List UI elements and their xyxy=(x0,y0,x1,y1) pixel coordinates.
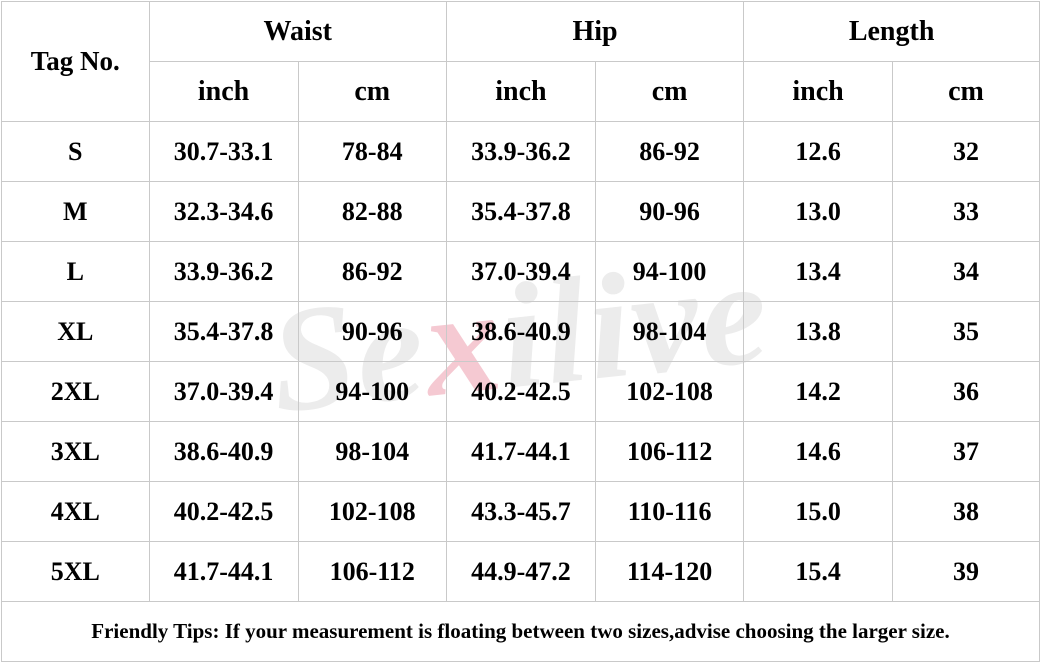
header-unit-row: inch cm inch cm inch cm xyxy=(2,61,1040,122)
length-header: Length xyxy=(743,1,1040,62)
table-row: M 32.3-34.6 82-88 35.4-37.8 90-96 13.0 3… xyxy=(1,181,1040,242)
hip-cm-value: 106-112 xyxy=(594,421,745,482)
waist-inch-value: 38.6-40.9 xyxy=(148,421,299,482)
header-group-row: Tag No. Waist Hip Length xyxy=(1,1,1040,122)
length-inch-header: inch xyxy=(743,61,893,122)
waist-header: Waist xyxy=(148,1,447,62)
waist-cm-value: 90-96 xyxy=(297,301,447,362)
waist-cm-value: 82-88 xyxy=(297,181,447,242)
table-row: S 30.7-33.1 78-84 33.9-36.2 86-92 12.6 3… xyxy=(1,121,1040,182)
length-inch-value: 15.4 xyxy=(743,541,893,602)
waist-inch-value: 30.7-33.1 xyxy=(148,121,299,182)
waist-inch-value: 41.7-44.1 xyxy=(148,541,299,602)
hip-inch-value: 37.0-39.4 xyxy=(445,241,596,302)
length-inch-value: 12.6 xyxy=(743,121,893,182)
table-row: 4XL 40.2-42.5 102-108 43.3-45.7 110-116 … xyxy=(1,481,1040,542)
length-inch-value: 13.4 xyxy=(743,241,893,302)
tips-row: Friendly Tips: If your measurement is fl… xyxy=(1,601,1040,662)
waist-cm-value: 94-100 xyxy=(297,361,447,422)
waist-cm-value: 98-104 xyxy=(297,421,447,482)
size-label: XL xyxy=(1,301,150,362)
hip-cm-header: cm xyxy=(594,61,745,122)
length-inch-value: 13.8 xyxy=(743,301,893,362)
hip-header: Hip xyxy=(445,1,745,62)
length-inch-value: 15.0 xyxy=(743,481,893,542)
hip-cm-value: 94-100 xyxy=(594,241,745,302)
table-row: 5XL 41.7-44.1 106-112 44.9-47.2 114-120 … xyxy=(1,541,1040,602)
waist-cm-value: 78-84 xyxy=(297,121,447,182)
waist-cm-value: 106-112 xyxy=(297,541,447,602)
waist-inch-value: 33.9-36.2 xyxy=(148,241,299,302)
hip-inch-value: 44.9-47.2 xyxy=(445,541,596,602)
size-label: 3XL xyxy=(1,421,150,482)
waist-cm-value: 102-108 xyxy=(297,481,447,542)
table-row: XL 35.4-37.8 90-96 38.6-40.9 98-104 13.8… xyxy=(1,301,1040,362)
length-cm-header: cm xyxy=(891,61,1040,122)
size-label: 2XL xyxy=(1,361,150,422)
size-label: S xyxy=(1,121,150,182)
hip-inch-value: 33.9-36.2 xyxy=(445,121,596,182)
waist-inch-header: inch xyxy=(148,61,299,122)
waist-cm-header: cm xyxy=(297,61,447,122)
waist-inch-value: 32.3-34.6 xyxy=(148,181,299,242)
hip-inch-value: 40.2-42.5 xyxy=(445,361,596,422)
size-label: L xyxy=(1,241,150,302)
size-label: M xyxy=(1,181,150,242)
hip-cm-value: 98-104 xyxy=(594,301,745,362)
friendly-tips-note: Friendly Tips: If your measurement is fl… xyxy=(1,601,1040,662)
length-cm-value: 38 xyxy=(891,481,1040,542)
size-label: 4XL xyxy=(1,481,150,542)
tag-no-header: Tag No. xyxy=(1,1,150,122)
table-row: 3XL 38.6-40.9 98-104 41.7-44.1 106-112 1… xyxy=(1,421,1040,482)
hip-inch-value: 43.3-45.7 xyxy=(445,481,596,542)
length-cm-value: 39 xyxy=(891,541,1040,602)
hip-inch-header: inch xyxy=(445,61,596,122)
length-cm-value: 34 xyxy=(891,241,1040,302)
length-inch-value: 13.0 xyxy=(743,181,893,242)
waist-inch-value: 37.0-39.4 xyxy=(148,361,299,422)
size-label: 5XL xyxy=(1,541,150,602)
hip-cm-value: 114-120 xyxy=(594,541,745,602)
waist-inch-value: 40.2-42.5 xyxy=(148,481,299,542)
length-inch-value: 14.6 xyxy=(743,421,893,482)
length-inch-value: 14.2 xyxy=(743,361,893,422)
hip-cm-value: 90-96 xyxy=(594,181,745,242)
length-cm-value: 32 xyxy=(891,121,1040,182)
table-row: L 33.9-36.2 86-92 37.0-39.4 94-100 13.4 … xyxy=(1,241,1040,302)
length-cm-value: 35 xyxy=(891,301,1040,362)
hip-inch-value: 38.6-40.9 xyxy=(445,301,596,362)
length-cm-value: 33 xyxy=(891,181,1040,242)
table-row: 2XL 37.0-39.4 94-100 40.2-42.5 102-108 1… xyxy=(1,361,1040,422)
hip-cm-value: 102-108 xyxy=(594,361,745,422)
hip-cm-value: 110-116 xyxy=(594,481,745,542)
hip-inch-value: 35.4-37.8 xyxy=(445,181,596,242)
hip-cm-value: 86-92 xyxy=(594,121,745,182)
hip-inch-value: 41.7-44.1 xyxy=(445,421,596,482)
waist-inch-value: 35.4-37.8 xyxy=(148,301,299,362)
waist-cm-value: 86-92 xyxy=(297,241,447,302)
length-cm-value: 37 xyxy=(891,421,1040,482)
length-cm-value: 36 xyxy=(891,361,1040,422)
